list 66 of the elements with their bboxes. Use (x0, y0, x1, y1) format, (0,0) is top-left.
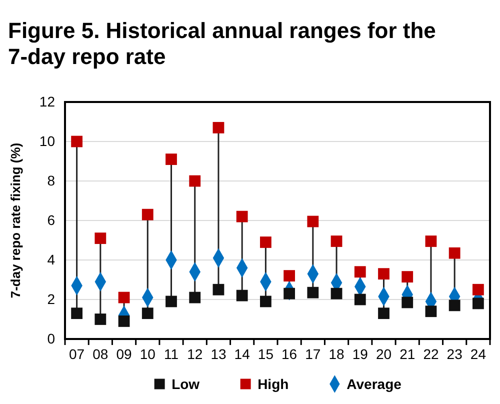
point (166, 296, 177, 308)
point (284, 270, 296, 282)
y-tick-label: 10 (39, 132, 56, 149)
point (71, 308, 83, 320)
x-tick-label: 09 (116, 346, 132, 362)
point (330, 236, 342, 247)
point (378, 308, 390, 320)
x-tick-label: 10 (140, 346, 156, 362)
point (378, 268, 390, 280)
point (402, 296, 414, 308)
point (212, 284, 224, 296)
point (402, 271, 414, 282)
legend-label: Average (346, 376, 402, 392)
point (94, 232, 106, 244)
x-tick-label: 13 (210, 346, 226, 362)
point (71, 136, 83, 148)
y-tick-label: 6 (47, 212, 56, 228)
point (118, 316, 130, 327)
x-tick-label: 15 (258, 346, 274, 362)
point (260, 236, 272, 248)
point (118, 292, 130, 304)
y-tick-label: 2 (47, 290, 56, 307)
x-tick-label: 11 (164, 346, 179, 362)
point (354, 294, 366, 306)
point (354, 266, 366, 278)
point (212, 122, 224, 134)
chart-title: Figure 5. Historical annual ranges for the 7-day repo rate (8, 18, 436, 69)
point (448, 247, 460, 259)
y-tick-label: 4 (47, 251, 56, 268)
point (94, 314, 106, 325)
x-tick-label: 23 (446, 346, 463, 362)
point (189, 175, 201, 187)
point (142, 208, 154, 220)
point (330, 288, 342, 300)
y-tick-label: 12 (39, 93, 56, 110)
point (472, 284, 484, 296)
x-tick-label: 08 (92, 346, 108, 362)
x-tick-label: 17 (305, 346, 321, 362)
point (425, 236, 437, 247)
x-tick-label: 07 (69, 346, 85, 362)
point (166, 154, 177, 165)
x-tick-label: 20 (376, 346, 392, 362)
x-tick-label: 19 (352, 346, 368, 362)
x-tick-label: 16 (282, 346, 298, 362)
y-tick-label: 8 (47, 172, 56, 188)
x-tick-label: 21 (400, 346, 416, 362)
y-axis-title: 7-day repo rate fixing (%) (8, 142, 23, 298)
point (236, 210, 248, 222)
point (236, 290, 248, 302)
x-tick-label: 18 (328, 346, 345, 362)
point (307, 286, 319, 298)
x-tick-label: 24 (470, 346, 486, 362)
x-tick-label: 22 (423, 346, 439, 362)
point (260, 296, 272, 308)
x-tick-label: 12 (187, 346, 203, 362)
point (425, 306, 437, 318)
point (448, 300, 460, 312)
legend-label: High (258, 376, 289, 392)
point (284, 288, 296, 300)
y-tick-label: 0 (47, 330, 56, 346)
point (189, 292, 201, 304)
point (307, 216, 319, 228)
legend-label: Low (172, 376, 200, 392)
point (142, 308, 154, 320)
x-tick-label: 14 (234, 346, 250, 362)
point (472, 298, 484, 310)
